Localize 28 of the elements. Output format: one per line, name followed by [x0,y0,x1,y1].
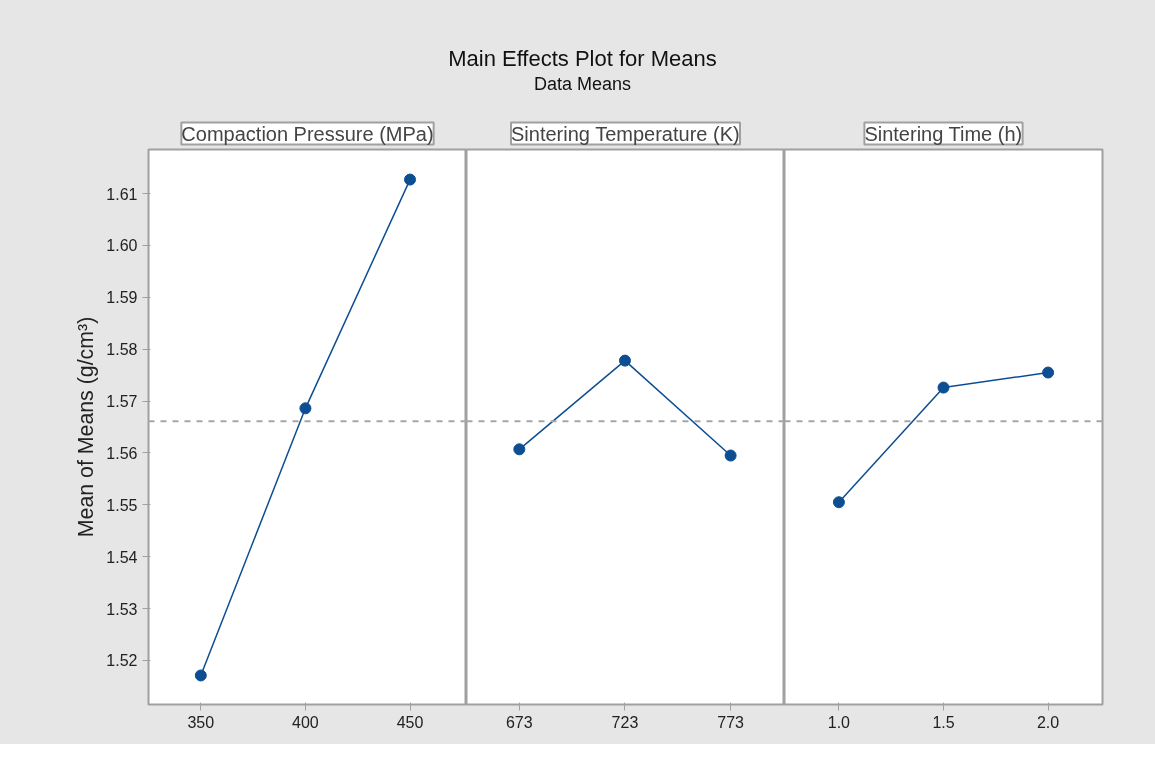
chart-title: Sintering Temperature (K) [511,122,740,145]
text: Data Means [532,72,632,95]
x-tick-label: 450 [396,713,424,731]
y-tick-label: 1.58 [106,341,138,359]
text: Main Effects Plot for Means [448,45,717,73]
y-tick-label: 1.59 [106,289,138,307]
y-tick-label: 1.61 [106,185,138,203]
y-tick-label: 1.60 [106,237,138,255]
y-tick-label: 1.52 [106,652,138,670]
x-tick-label: 773 [717,713,745,731]
y-tick-label: 1.57 [106,393,138,411]
y-axis-title: Mean of Means (g/cm³) [74,316,99,538]
y-tick-label: 1.54 [106,548,138,566]
point [404,173,417,186]
x-tick-label: 1.0 [827,713,851,731]
y-tick-label: 1.56 [106,444,138,462]
y-tick-label: 1.55 [106,496,138,514]
point [194,669,207,682]
y-tick-label: 1.53 [106,600,138,618]
chart-title: Sintering Time (h) [864,122,1023,145]
x-tick-label: 400 [292,713,319,731]
x-tick-label: 350 [187,713,215,731]
x-tick-label: 2.0 [1036,713,1060,731]
chart-title: Compaction Pressure (MPa) [181,122,434,145]
x-tick-label: 723 [611,713,639,731]
x-tick-label: 673 [505,713,533,731]
x-tick-label: 1.5 [932,713,955,731]
point [299,402,312,415]
